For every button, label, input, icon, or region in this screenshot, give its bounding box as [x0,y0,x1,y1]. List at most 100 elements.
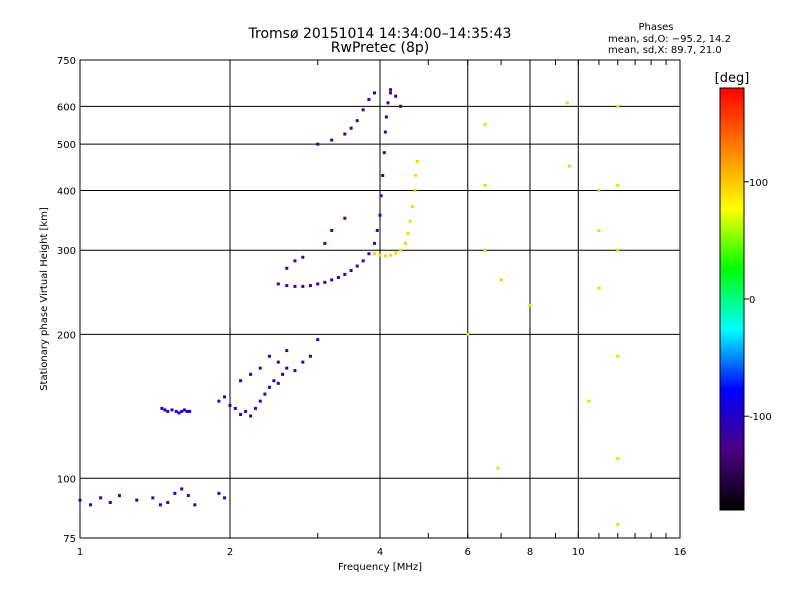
data-point [367,252,371,256]
data-point [301,284,305,288]
data-point [389,88,393,92]
y-tick-label: 200 [57,330,76,341]
data-point [597,188,601,192]
x-tick-label: 4 [377,547,383,558]
data-point [406,232,410,236]
x-tick-label: 8 [527,547,533,558]
data-point [249,414,253,418]
data-point [285,366,289,370]
data-point [403,241,407,245]
data-point [381,173,385,177]
data-point [239,412,243,416]
data-point [173,491,177,495]
data-point [151,496,155,500]
y-tick-label: 75 [63,534,76,545]
data-point [285,349,289,353]
data-point [413,188,417,192]
data-point [496,466,500,470]
data-point [384,115,388,119]
y-tick-label: 500 [57,140,76,151]
data-point [293,369,297,373]
data-point [349,269,353,273]
data-point [193,503,197,507]
data-point [408,219,412,223]
data-point [616,183,620,187]
data-point [597,286,601,290]
data-point [253,406,257,410]
data-point [399,248,403,252]
data-point [483,183,487,187]
data-point [166,500,170,504]
data-point [308,284,312,288]
data-point [223,496,227,500]
data-point [285,284,289,288]
data-point [343,132,347,136]
data-point [276,360,280,364]
data-point [182,408,186,412]
data-point [587,399,591,403]
data-point [223,395,227,399]
data-point [399,104,403,108]
data-point [383,254,387,258]
data-point [383,130,387,134]
x-axis-label: Frequency [MHz] [338,562,422,573]
data-point [272,379,276,383]
data-point [414,173,418,177]
data-point [379,194,383,198]
data-point [170,408,174,412]
data-point [158,503,162,507]
data-point [316,142,320,146]
data-point [166,409,170,413]
data-point [180,409,184,413]
colorbar-tick-label: 0 [749,295,755,306]
data-point [361,108,365,112]
data-point [330,278,334,282]
data-point [267,354,271,358]
y-axis-label: Stationary phase Virtual Height [km] [39,207,50,391]
data-point [117,494,121,498]
data-point [78,498,82,502]
data-point [301,255,305,259]
data-point [239,379,243,383]
data-point [528,303,532,307]
data-point [323,241,327,245]
data-point [316,338,320,342]
data-point [285,266,289,270]
data-point [394,251,398,255]
data-point [244,409,248,413]
data-point [89,503,93,507]
data-point [188,409,192,413]
data-point [389,91,393,95]
colorbar-label: [deg] [715,71,750,86]
colorbar-tick-label: 100 [749,178,768,189]
data-point [389,253,393,257]
data-point [174,409,178,413]
data-point [373,91,377,95]
data-point [293,259,297,263]
data-point [308,354,312,358]
data-point [565,101,569,105]
chart-title: Tromsø 20151014 14:34:00–14:35:43 [248,26,512,42]
data-point [343,216,347,220]
data-point [483,248,487,252]
data-point [258,366,262,370]
data-point [499,278,503,282]
data-point [483,122,487,126]
phases-stats-o-mode: mean, sd,O: −95.2, 14.2 [608,34,731,45]
phases-stats-heading: Phases [638,22,674,33]
data-point [263,392,267,396]
data-point [378,213,382,217]
data-point [386,101,390,105]
colorbar-tick-label: -100 [749,412,772,423]
data-point [361,259,365,263]
data-point [616,456,620,460]
data-point [228,403,232,407]
data-point [616,523,620,527]
data-point [185,409,189,413]
data-point [249,372,253,376]
data-point [267,385,271,389]
data-point [394,94,398,98]
data-point [343,272,347,276]
data-point [411,205,415,209]
data-point [616,104,620,108]
